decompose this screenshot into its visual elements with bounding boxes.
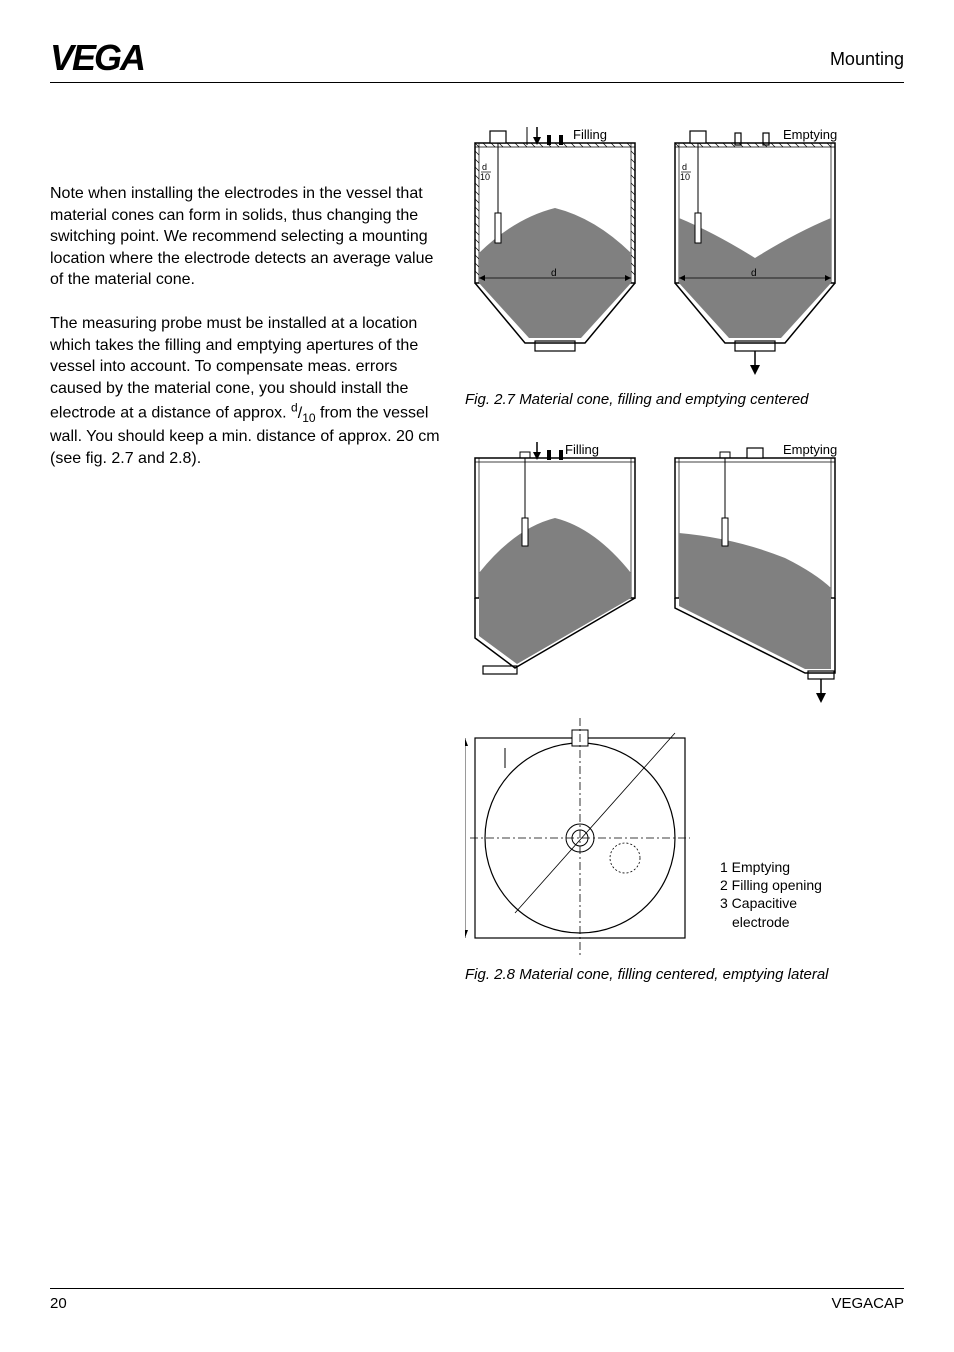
figure-2-7: d 10 d Filling: [465, 123, 904, 408]
figure-column: d 10 d Filling: [465, 123, 904, 1013]
svg-text:10: 10: [680, 172, 690, 182]
svg-text:10: 10: [480, 172, 490, 182]
fig28-legend: 1 Emptying 2 Filling opening 3 Capacitiv…: [720, 858, 822, 931]
section-title: Mounting: [830, 49, 904, 70]
fig27-caption: Fig. 2.7 Material cone, filling and empt…: [465, 391, 904, 408]
svg-text:Emptying: Emptying: [783, 442, 837, 457]
frac-n: d: [291, 400, 298, 414]
legend-3: 3 Capacitive: [720, 894, 822, 912]
legend-2: 2 Filling opening: [720, 876, 822, 894]
emptying-label: Emptying: [783, 127, 837, 142]
vega-logo: VEGA: [50, 40, 170, 78]
page-number: 20: [50, 1295, 67, 1312]
fraction-d-10: d/10: [291, 405, 316, 422]
text-column: Note when installing the electrodes in t…: [50, 123, 445, 1013]
paragraph-1: Note when installing the electrodes in t…: [50, 183, 445, 291]
svg-text:d: d: [551, 268, 557, 279]
product-name: VEGACAP: [831, 1295, 904, 1312]
svg-text:d: d: [482, 162, 487, 172]
svg-text:VEGA: VEGA: [50, 40, 144, 78]
legend-4: electrode: [720, 913, 822, 931]
fig28-caption: Fig. 2.8 Material cone, filling centered…: [465, 966, 904, 983]
svg-text:d: d: [682, 162, 687, 172]
legend-1: 1 Emptying: [720, 858, 822, 876]
figure-2-8: Filling: [465, 438, 904, 983]
page-footer: 20 VEGACAP: [50, 1288, 904, 1312]
svg-text:Filling: Filling: [565, 442, 599, 457]
filling-label: Filling: [573, 127, 607, 142]
frac-d: 10: [302, 411, 315, 425]
paragraph-2: The measuring probe must be installed at…: [50, 313, 445, 469]
page-header: VEGA Mounting: [50, 40, 904, 83]
svg-text:d: d: [751, 268, 757, 279]
